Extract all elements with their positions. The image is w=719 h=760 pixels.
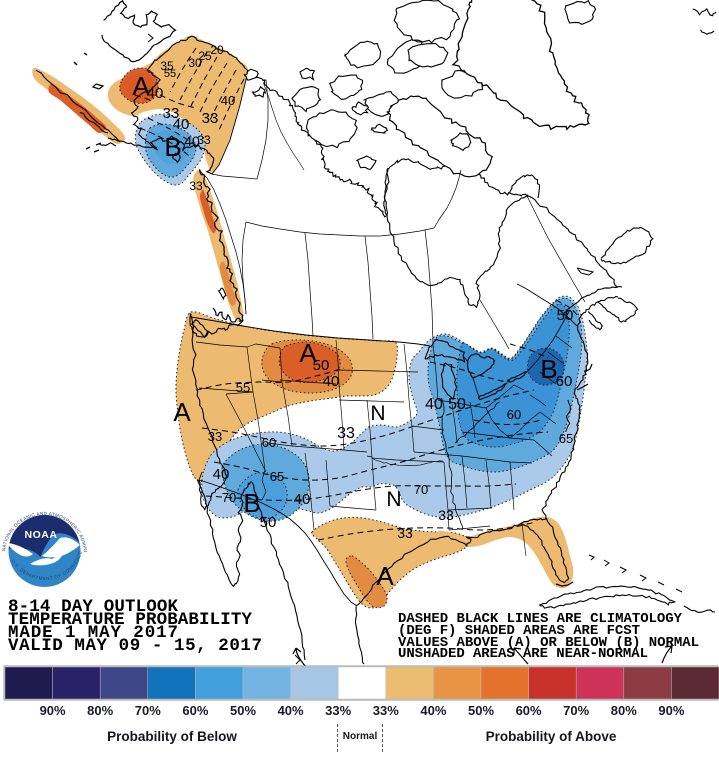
svg-text:50: 50 [260, 514, 277, 531]
svg-text:DASHED BLACK LINES ARE CLIMATO: DASHED BLACK LINES ARE CLIMATOLOGY [398, 611, 683, 627]
svg-text:33%: 33% [373, 703, 399, 718]
svg-text:65: 65 [270, 469, 284, 484]
svg-text:50: 50 [557, 307, 574, 324]
svg-text:B: B [164, 132, 181, 162]
svg-text:33: 33 [208, 429, 222, 444]
svg-text:33: 33 [397, 525, 413, 541]
svg-text:70%: 70% [563, 703, 589, 718]
svg-text:MADE 1 MAY 2017: MADE 1 MAY 2017 [8, 623, 178, 643]
svg-text:33: 33 [189, 179, 203, 193]
svg-text:Probability of Below: Probability of Below [107, 729, 237, 744]
svg-text:40: 40 [221, 93, 235, 108]
svg-text:50: 50 [448, 396, 466, 413]
svg-text:N: N [370, 402, 385, 425]
svg-text:VALUES ABOVE (A) OR BELOW (B): VALUES ABOVE (A) OR BELOW (B) NORMAL [398, 635, 699, 651]
svg-text:90%: 90% [658, 703, 684, 718]
svg-text:33: 33 [163, 105, 180, 122]
svg-text:30: 30 [188, 56, 202, 70]
svg-text:40: 40 [294, 491, 311, 508]
svg-text:40%: 40% [420, 703, 446, 718]
svg-text:55: 55 [236, 380, 250, 395]
svg-text:A: A [173, 397, 191, 427]
svg-text:80%: 80% [611, 703, 637, 718]
svg-text:UNSHADED AREAS ARE NEAR-NORMAL: UNSHADED AREAS ARE NEAR-NORMAL [398, 646, 648, 662]
svg-text:33%: 33% [325, 703, 351, 718]
svg-text:50: 50 [313, 357, 330, 374]
svg-text:90%: 90% [40, 703, 66, 718]
svg-text:B: B [540, 354, 557, 384]
svg-text:35: 35 [160, 59, 174, 73]
svg-text:NOAA: NOAA [25, 529, 58, 541]
svg-text:33: 33 [202, 110, 219, 127]
svg-text:33: 33 [197, 133, 211, 147]
svg-text:40: 40 [173, 116, 190, 133]
svg-text:50%: 50% [230, 703, 256, 718]
svg-text:B: B [243, 488, 260, 518]
svg-text:TEMPERATURE PROBABILITY: TEMPERATURE PROBABILITY [8, 610, 252, 630]
svg-text:33: 33 [337, 425, 355, 442]
svg-text:60%: 60% [516, 703, 542, 718]
svg-text:70%: 70% [135, 703, 161, 718]
svg-text:60: 60 [262, 435, 276, 450]
svg-text:70: 70 [222, 490, 236, 505]
svg-text:40%: 40% [278, 703, 304, 718]
svg-text:65: 65 [559, 431, 573, 446]
svg-text:60: 60 [507, 407, 521, 422]
svg-text:(DEG F) SHADED AREAS ARE FCST: (DEG F) SHADED AREAS ARE FCST [398, 623, 640, 639]
svg-text:Probability of Above: Probability of Above [486, 729, 617, 744]
svg-text:70: 70 [414, 482, 428, 497]
svg-text:Normal: Normal [343, 731, 378, 742]
svg-text:A: A [299, 338, 317, 368]
svg-text:40: 40 [184, 133, 200, 149]
svg-text:55: 55 [164, 68, 176, 80]
svg-text:A: A [132, 71, 150, 101]
svg-text:60%: 60% [182, 703, 208, 718]
svg-text:40: 40 [323, 373, 340, 390]
svg-text:A: A [376, 561, 394, 591]
svg-text:N: N [386, 488, 401, 511]
svg-text:40: 40 [147, 85, 164, 102]
svg-text:33: 33 [438, 507, 454, 523]
svg-text:20: 20 [210, 43, 224, 57]
svg-text:80%: 80% [87, 703, 113, 718]
svg-text:40: 40 [213, 466, 230, 483]
svg-text:60: 60 [556, 373, 573, 390]
svg-text:25: 25 [198, 49, 212, 63]
svg-text:40: 40 [425, 396, 443, 413]
svg-text:50%: 50% [468, 703, 494, 718]
svg-text:8-14 DAY OUTLOOK: 8-14 DAY OUTLOOK [8, 597, 178, 617]
svg-text:VALID MAY 09 - 15, 2017: VALID MAY 09 - 15, 2017 [8, 636, 262, 656]
